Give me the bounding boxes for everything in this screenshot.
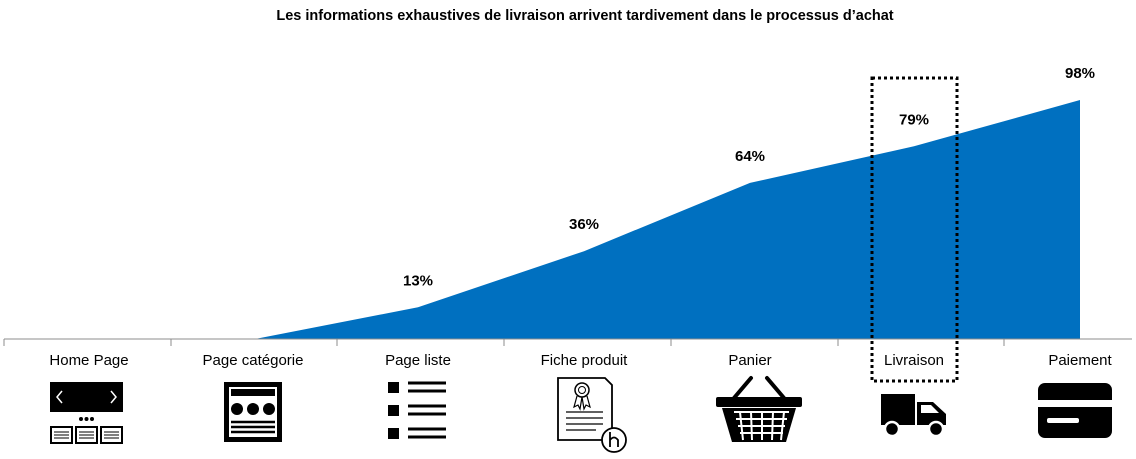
category-label-5: Livraison [884,352,944,369]
category-label-0: Home Page [49,352,128,369]
browser-homepage-icon [50,382,123,444]
category-label-4: Panier [728,352,771,369]
delivery-truck-icon [881,394,946,438]
area-series [255,100,1080,339]
product-sheet-icon [557,377,627,453]
data-label-3: 36% [569,216,599,233]
category-label-3: Fiche produit [541,352,629,369]
data-label-6: 98% [1065,65,1095,82]
chart-title: Les informations exhaustives de livraiso… [276,8,894,24]
category-label-2: Page liste [385,352,451,369]
list-icon [388,381,446,439]
data-label-5: 79% [899,111,929,128]
data-label-4: 64% [735,148,765,165]
credit-card-icon [1038,383,1112,438]
data-label-2: 13% [403,272,433,289]
shopping-basket-icon [716,376,802,442]
category-label-6: Paiement [1048,352,1112,369]
category-label-1: Page catégorie [203,352,304,369]
category-page-icon [224,382,282,442]
highlight-box-livraison [870,76,959,383]
